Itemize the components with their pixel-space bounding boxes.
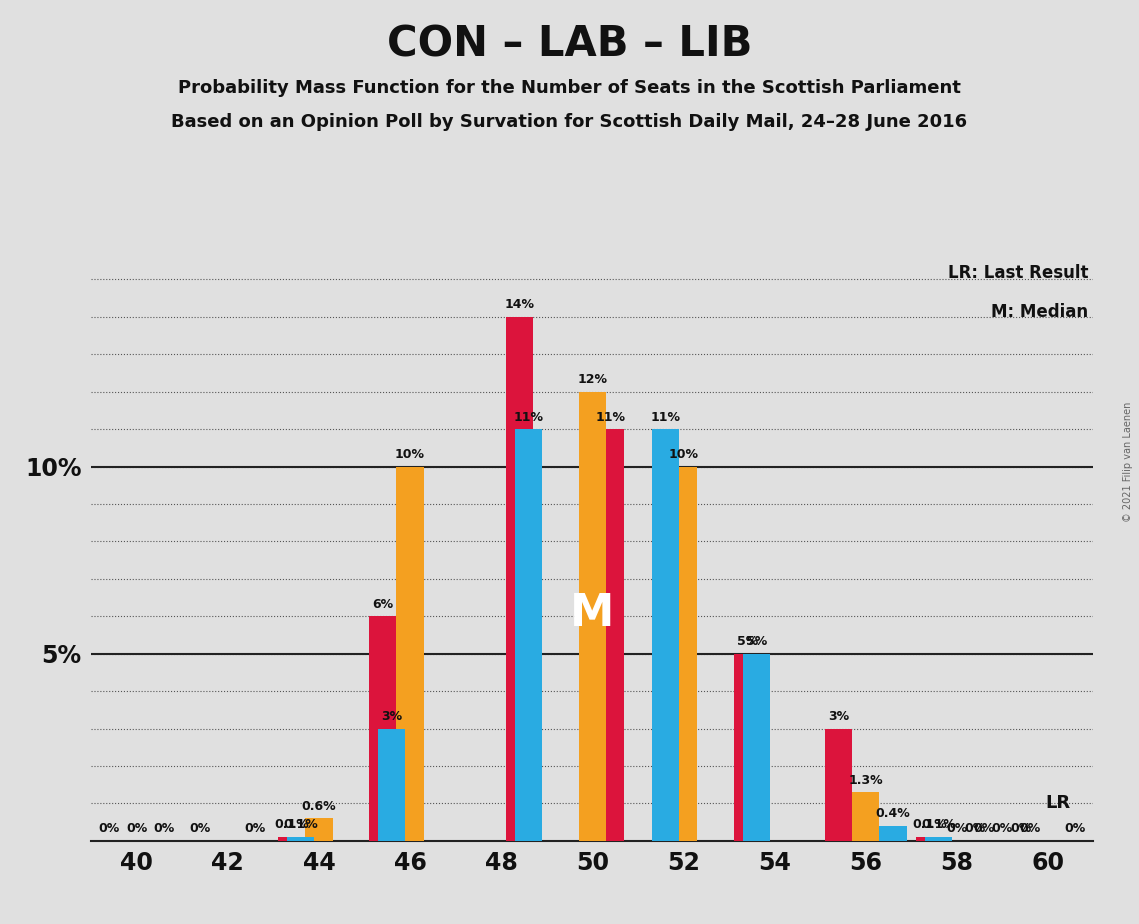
Bar [670,467,697,841]
Bar [515,429,542,841]
Text: M: M [571,592,614,635]
Text: 5%: 5% [737,635,757,648]
Text: 0%: 0% [99,822,120,835]
Text: 0.1%: 0.1% [274,819,309,832]
Text: 0%: 0% [965,822,985,835]
Text: Probability Mass Function for the Number of Seats in the Scottish Parliament: Probability Mass Function for the Number… [178,79,961,96]
Text: 11%: 11% [514,410,543,423]
Text: 11%: 11% [596,410,625,423]
Bar [369,616,396,841]
Text: 0.4%: 0.4% [876,808,910,821]
Bar [925,837,952,841]
Bar [879,826,907,841]
Text: 3%: 3% [382,710,402,723]
Text: 12%: 12% [577,373,607,386]
Text: 0.1%: 0.1% [921,819,956,832]
Text: © 2021 Filip van Laenen: © 2021 Filip van Laenen [1123,402,1133,522]
Text: 10%: 10% [395,448,425,461]
Text: 0%: 0% [1065,822,1085,835]
Text: 0%: 0% [245,822,265,835]
Bar [278,837,305,841]
Text: M: Median: M: Median [991,303,1089,321]
Text: 6%: 6% [372,598,393,611]
Text: 0%: 0% [1010,822,1031,835]
Text: 0%: 0% [992,822,1013,835]
Text: 5%: 5% [746,635,767,648]
Text: 0%: 0% [947,822,967,835]
Bar [396,467,424,841]
Bar [916,837,943,841]
Text: 0%: 0% [974,822,994,835]
Text: 0%: 0% [1019,822,1040,835]
Bar [287,837,314,841]
Text: LR: Last Result: LR: Last Result [948,264,1089,282]
Text: 3%: 3% [828,710,849,723]
Bar [825,728,852,841]
Bar [734,653,761,841]
Text: Based on an Opinion Poll by Survation for Scottish Daily Mail, 24–28 June 2016: Based on an Opinion Poll by Survation fo… [172,113,967,130]
Bar [579,392,606,841]
Bar [378,728,405,841]
Bar [305,819,333,841]
Bar [597,429,624,841]
Text: 11%: 11% [650,410,680,423]
Text: CON – LAB – LIB: CON – LAB – LIB [387,23,752,65]
Text: 14%: 14% [505,298,534,311]
Text: 0%: 0% [126,822,147,835]
Text: 0%: 0% [154,822,174,835]
Text: 0.1%: 0.1% [284,819,318,832]
Bar [506,317,533,841]
Text: LR: LR [1046,795,1071,812]
Text: 0.1%: 0.1% [912,819,947,832]
Bar [652,429,679,841]
Text: 0.6%: 0.6% [302,800,336,813]
Text: 0%: 0% [190,822,211,835]
Bar [852,792,879,841]
Text: 1.3%: 1.3% [849,773,883,786]
Text: 10%: 10% [669,448,698,461]
Bar [743,653,770,841]
